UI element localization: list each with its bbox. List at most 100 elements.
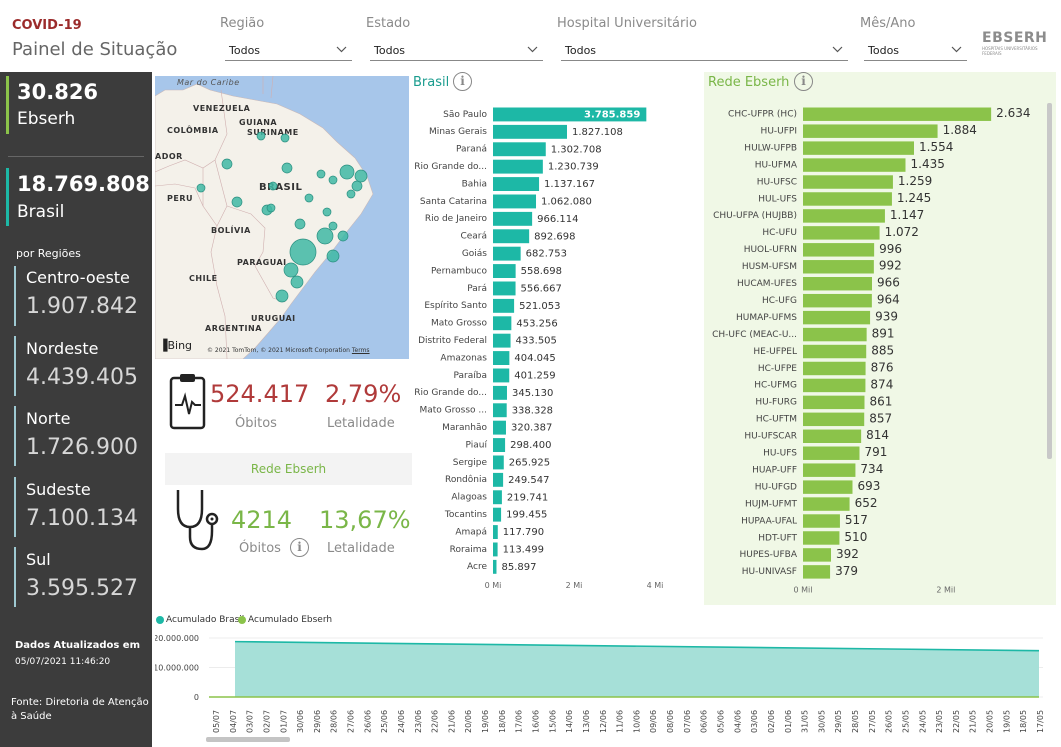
map-bubble bbox=[326, 249, 340, 263]
bar[interactable] bbox=[803, 327, 867, 342]
bar[interactable] bbox=[493, 177, 540, 191]
bar[interactable] bbox=[803, 514, 840, 528]
bar[interactable] bbox=[493, 107, 647, 122]
bar[interactable] bbox=[493, 368, 510, 383]
bar[interactable] bbox=[803, 344, 867, 359]
bar[interactable] bbox=[803, 310, 871, 325]
bar[interactable] bbox=[493, 229, 530, 244]
brasil-accent-bar bbox=[6, 168, 9, 226]
region-name: Nordeste bbox=[26, 339, 99, 358]
bar[interactable] bbox=[803, 429, 862, 443]
map-attribution: © 2021 TomTom, © 2021 Microsoft Corporat… bbox=[207, 347, 370, 354]
category-label: HUL-UFS bbox=[758, 194, 797, 204]
bar[interactable] bbox=[803, 395, 865, 410]
data-label: 1.435 bbox=[911, 157, 945, 171]
bar[interactable] bbox=[803, 463, 856, 477]
bar[interactable] bbox=[803, 277, 872, 291]
bar[interactable] bbox=[803, 124, 938, 138]
bar[interactable] bbox=[493, 507, 502, 522]
info-icon[interactable]: i bbox=[290, 538, 309, 557]
bar[interactable] bbox=[803, 209, 885, 223]
bar[interactable] bbox=[493, 525, 498, 539]
data-label: 966.114 bbox=[537, 214, 578, 225]
horizontal-scrollbar[interactable] bbox=[206, 737, 290, 742]
bar[interactable] bbox=[493, 194, 537, 209]
bar[interactable] bbox=[493, 351, 510, 365]
x-tick-label: 23/06 bbox=[414, 710, 423, 733]
bar[interactable] bbox=[493, 385, 507, 400]
bar[interactable] bbox=[803, 412, 865, 427]
info-icon[interactable]: i bbox=[453, 72, 472, 91]
filter-label-regiao: Região bbox=[220, 16, 265, 31]
terms-link[interactable]: Terms bbox=[351, 347, 370, 354]
stethoscope-icon bbox=[176, 490, 219, 551]
bar[interactable] bbox=[803, 497, 850, 511]
filter-mesano-select[interactable]: Todos bbox=[864, 40, 967, 61]
category-label: Pará bbox=[467, 284, 487, 294]
region-bar bbox=[14, 266, 16, 326]
bar[interactable] bbox=[493, 142, 546, 157]
bar[interactable] bbox=[493, 403, 507, 418]
bar[interactable] bbox=[803, 243, 875, 257]
x-tick-label: 05/06 bbox=[716, 710, 725, 733]
region-bar bbox=[14, 547, 16, 607]
ebserh-chart-title: Rede Ebserh bbox=[708, 75, 790, 90]
bar[interactable] bbox=[803, 548, 831, 562]
info-icon[interactable]: i bbox=[794, 72, 813, 91]
bar[interactable] bbox=[493, 124, 567, 139]
brasil-obitos-value: 524.417 bbox=[210, 380, 310, 408]
bar[interactable] bbox=[803, 361, 866, 376]
data-label: 939 bbox=[875, 310, 898, 324]
map-label: BOLÍVIA bbox=[211, 226, 251, 235]
bar[interactable] bbox=[803, 175, 893, 189]
bar[interactable] bbox=[803, 192, 892, 206]
bar[interactable] bbox=[803, 565, 831, 579]
bar[interactable] bbox=[493, 333, 511, 348]
bar[interactable] bbox=[803, 480, 853, 494]
bar[interactable] bbox=[493, 542, 498, 557]
bar[interactable] bbox=[493, 264, 516, 278]
bar[interactable] bbox=[493, 455, 504, 470]
bar[interactable] bbox=[493, 211, 533, 226]
filter-estado-select[interactable]: Todos bbox=[370, 40, 543, 61]
brasil-obitos-label: Óbitos bbox=[235, 416, 277, 431]
bar[interactable] bbox=[493, 559, 497, 574]
bar[interactable] bbox=[803, 107, 992, 121]
bar[interactable] bbox=[493, 420, 506, 435]
region-bar bbox=[14, 336, 16, 396]
data-label: 964 bbox=[877, 293, 900, 307]
map-bubble bbox=[322, 207, 332, 217]
vertical-scrollbar[interactable] bbox=[1047, 103, 1052, 459]
bar[interactable] bbox=[493, 281, 516, 296]
bar[interactable] bbox=[803, 158, 906, 172]
bar[interactable] bbox=[803, 378, 866, 393]
x-tick-label: 25/05 bbox=[901, 710, 910, 733]
filter-hospital-select[interactable]: Todos bbox=[561, 40, 848, 61]
page-title: Painel de Situação bbox=[12, 39, 178, 60]
bar[interactable] bbox=[803, 141, 914, 155]
bar[interactable] bbox=[493, 316, 512, 331]
x-tick-label: 24/05 bbox=[918, 710, 927, 733]
bar[interactable] bbox=[803, 446, 860, 460]
category-label: HC-UFTM bbox=[756, 415, 797, 425]
bar[interactable] bbox=[493, 246, 521, 261]
bar[interactable] bbox=[803, 293, 872, 308]
bubble-map[interactable]: Mar do Caribe VENEZUELA GUIANA COLÔMBIA … bbox=[155, 76, 409, 359]
x-tick-label: 18/05 bbox=[1019, 710, 1028, 733]
legend-dot bbox=[238, 615, 246, 624]
bar[interactable] bbox=[803, 226, 880, 240]
ebserh-letalidade-label: Letalidade bbox=[327, 541, 395, 556]
bar[interactable] bbox=[803, 260, 874, 274]
data-label: 510 bbox=[844, 530, 867, 544]
bar[interactable] bbox=[803, 531, 840, 545]
bar[interactable] bbox=[493, 298, 515, 313]
map-bubble bbox=[304, 193, 314, 203]
bar[interactable] bbox=[493, 472, 504, 487]
category-label: Rio Grande do... bbox=[414, 162, 487, 172]
category-label: HC-UFMG bbox=[754, 381, 797, 391]
filter-regiao-select[interactable]: Todos bbox=[225, 40, 352, 61]
data-label: 1.062.080 bbox=[541, 196, 592, 207]
bar[interactable] bbox=[493, 438, 506, 452]
bar[interactable] bbox=[493, 159, 543, 174]
bar[interactable] bbox=[493, 490, 502, 505]
